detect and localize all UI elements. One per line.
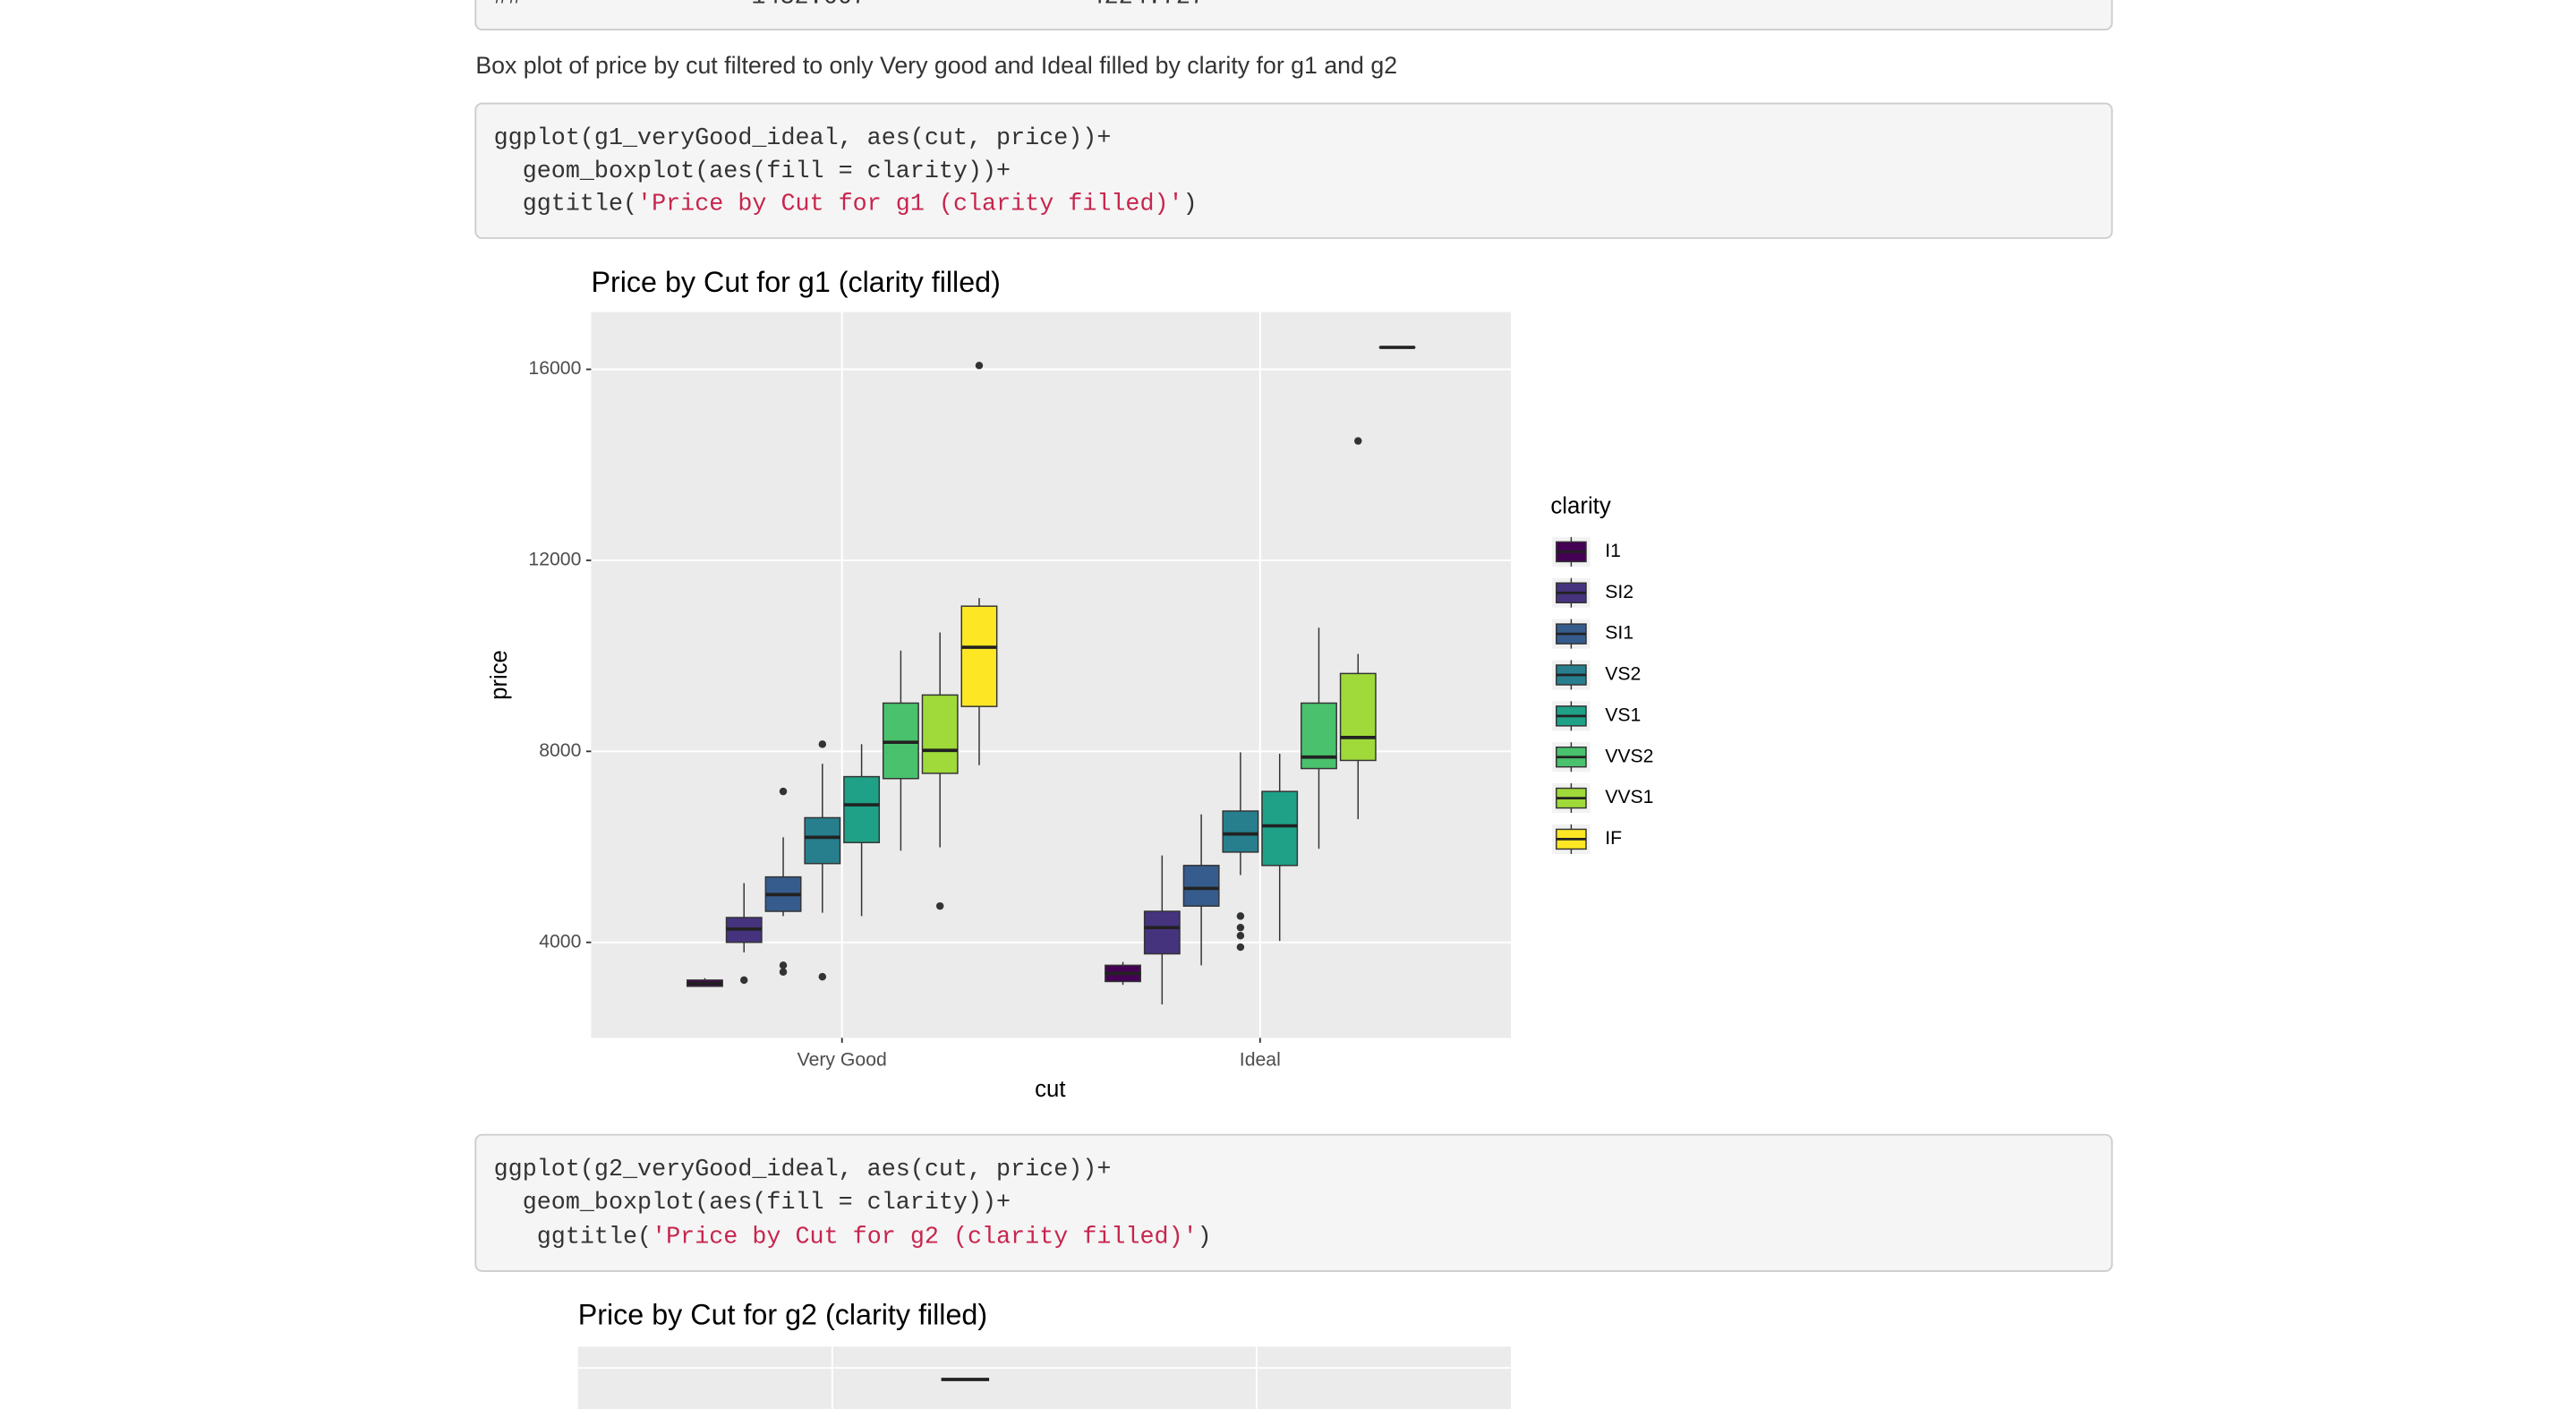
y-axis-title: price bbox=[487, 650, 512, 700]
code-token: ) bbox=[1183, 192, 1198, 218]
box bbox=[1182, 814, 1220, 966]
box bbox=[804, 740, 841, 981]
chart-title: Price by Cut for g1 (clarity filled) bbox=[591, 266, 1000, 298]
box bbox=[960, 362, 998, 765]
outlier bbox=[779, 787, 788, 796]
box bbox=[764, 787, 802, 977]
y-tick-label: 16000 bbox=[528, 358, 581, 379]
legend-title: clarity bbox=[1550, 494, 1611, 519]
x-axis-title: cut bbox=[1035, 1077, 1065, 1102]
box-body bbox=[804, 816, 841, 865]
legend-label: VS2 bbox=[1605, 664, 1641, 685]
y-tick-label: 12000 bbox=[528, 550, 581, 570]
x-tick-label: Ideal bbox=[1240, 1050, 1281, 1071]
box-body bbox=[1222, 810, 1259, 853]
legend-label: I1 bbox=[1605, 541, 1621, 561]
y-tick-label: 4000 bbox=[539, 931, 581, 952]
box bbox=[1339, 437, 1377, 820]
outlier bbox=[1236, 932, 1245, 940]
chart: Price by Cut for g2 (clarity filled) bbox=[577, 1299, 1512, 1409]
code-block bbox=[474, 1133, 2113, 1272]
legend-entry: VVS1 bbox=[1552, 783, 1653, 814]
legend-entry: VS2 bbox=[1552, 660, 1641, 690]
box bbox=[843, 744, 881, 917]
code-line: ggtitle('Price by Cut for g2 (clarity fi… bbox=[494, 1224, 1212, 1251]
output-value: 1432.667 bbox=[751, 0, 866, 11]
y-tick-label: 8000 bbox=[539, 740, 581, 761]
legend-label: SI2 bbox=[1605, 582, 1633, 602]
code-block bbox=[474, 102, 2113, 239]
box-body bbox=[1339, 672, 1377, 762]
legend-entry: I1 bbox=[1552, 536, 1621, 567]
plot-panel bbox=[577, 1346, 1512, 1409]
output-prefix: ## bbox=[494, 0, 523, 11]
outlier bbox=[779, 968, 788, 977]
outlier bbox=[1236, 923, 1245, 932]
code-line: ggtitle('Price by Cut for g1 (clarity fi… bbox=[494, 192, 1198, 218]
code-line: geom_boxplot(aes(fill = clarity))+ bbox=[494, 158, 1011, 185]
box bbox=[1105, 961, 1141, 986]
box bbox=[921, 632, 959, 910]
code-string: 'Price by Cut for g2 (clarity filled)' bbox=[652, 1224, 1198, 1251]
code-token: ggtitle( bbox=[494, 1224, 652, 1251]
outlier bbox=[740, 976, 748, 985]
outlier bbox=[975, 362, 984, 370]
legend-label: VS1 bbox=[1605, 704, 1641, 725]
legend-entry: SI2 bbox=[1552, 577, 1633, 608]
chart: Price by Cut for g1 (clarity filled) cut… bbox=[487, 266, 1654, 1102]
legend-label: IF bbox=[1605, 828, 1622, 849]
outlier bbox=[1354, 437, 1362, 445]
outlier bbox=[779, 961, 788, 969]
legend-label: VVS1 bbox=[1605, 787, 1653, 807]
box-body bbox=[1143, 910, 1181, 955]
output-value: 4224.727 bbox=[1090, 0, 1205, 11]
legend-entry: VVS2 bbox=[1552, 742, 1653, 773]
code-token: ggtitle( bbox=[494, 192, 637, 218]
box-body bbox=[921, 694, 959, 774]
box bbox=[882, 650, 919, 851]
legend-entry: VS1 bbox=[1552, 701, 1641, 731]
box bbox=[1222, 752, 1259, 952]
paragraph: Box plot of price by cut filtered to onl… bbox=[475, 52, 1397, 79]
legend-entry: IF bbox=[1552, 824, 1622, 854]
box bbox=[687, 978, 723, 987]
box-body bbox=[843, 775, 881, 843]
box bbox=[1261, 753, 1299, 942]
outlier bbox=[818, 740, 827, 748]
box bbox=[1143, 855, 1181, 1005]
box-body bbox=[1182, 865, 1220, 907]
output-block bbox=[474, 0, 2113, 30]
code-token: ) bbox=[1198, 1224, 1212, 1251]
code-line: geom_boxplot(aes(fill = clarity))+ bbox=[494, 1190, 1011, 1217]
chart-title: Price by Cut for g2 (clarity filled) bbox=[578, 1299, 987, 1331]
outlier bbox=[818, 972, 827, 981]
legend-label: SI1 bbox=[1605, 623, 1633, 644]
output-text: ## 1432.667 4224.727 bbox=[494, 0, 1205, 11]
box bbox=[1301, 628, 1337, 850]
box-body bbox=[960, 605, 998, 707]
outlier bbox=[1236, 943, 1245, 952]
outlier bbox=[935, 901, 944, 910]
outlier bbox=[1236, 912, 1245, 920]
legend-label: VVS2 bbox=[1605, 746, 1653, 766]
code-line: ggplot(g1_veryGood_ideal, aes(cut, price… bbox=[494, 125, 1112, 152]
legend-entry: SI1 bbox=[1552, 619, 1633, 649]
x-tick-label: Very Good bbox=[798, 1050, 887, 1071]
code-string: 'Price by Cut for g1 (clarity filled)' bbox=[637, 192, 1183, 218]
code-line: ggplot(g2_veryGood_ideal, aes(cut, price… bbox=[494, 1157, 1112, 1183]
box-body bbox=[1261, 790, 1299, 867]
box-body bbox=[1301, 702, 1337, 770]
box bbox=[725, 883, 763, 985]
